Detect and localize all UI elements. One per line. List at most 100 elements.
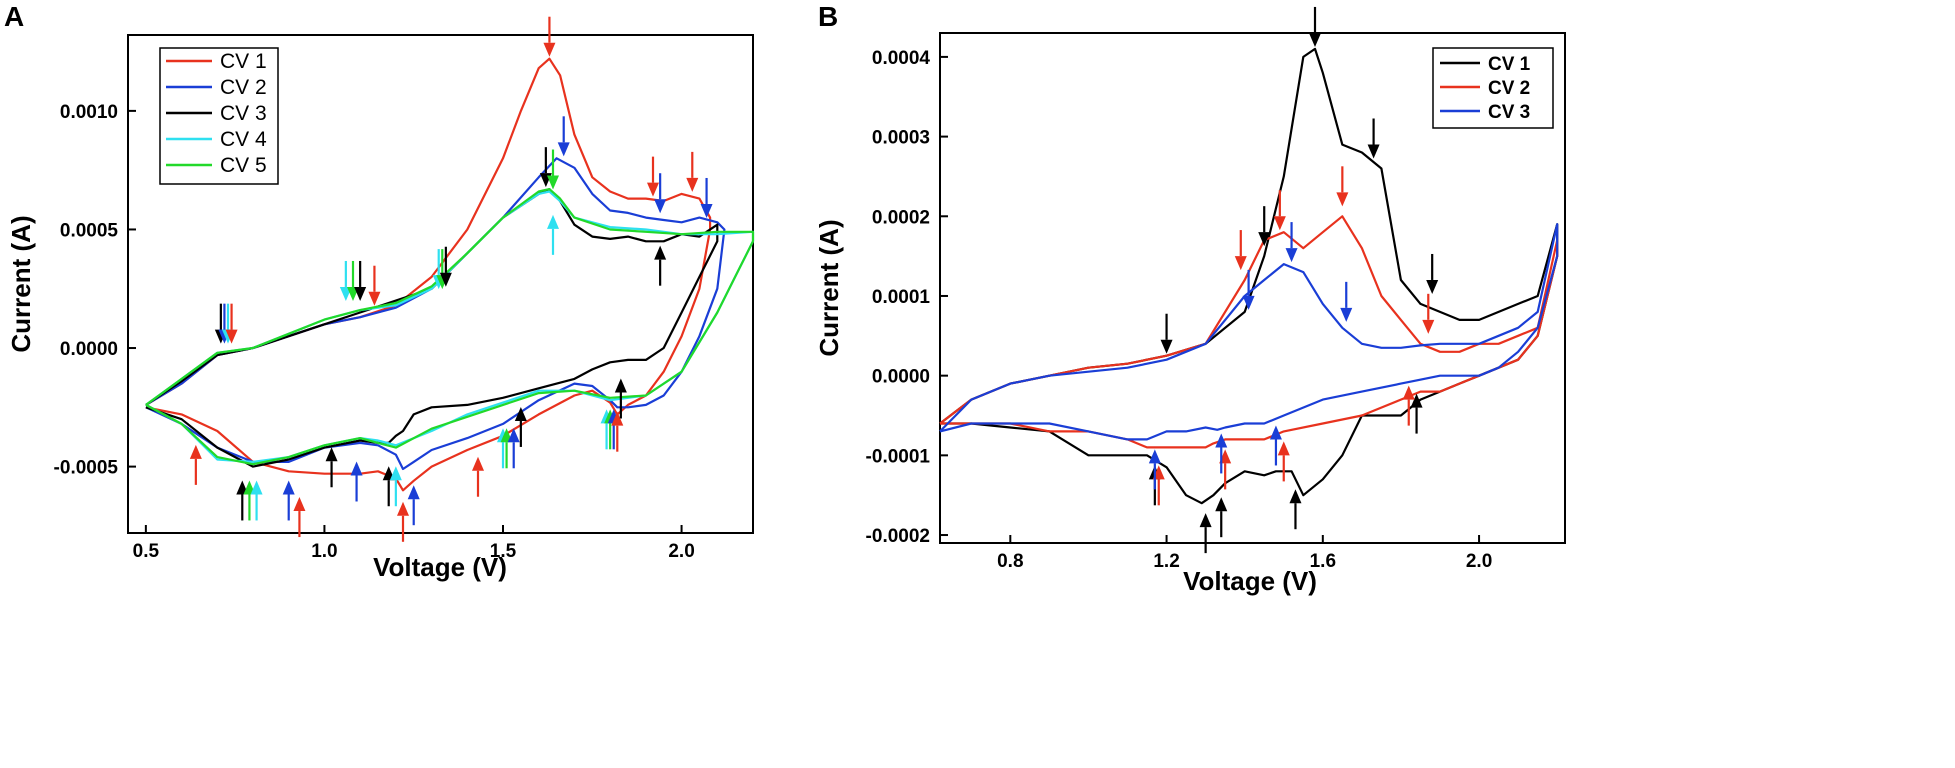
panel-a-peak-arrow <box>250 480 263 521</box>
panel-b-peak-arrow <box>1340 281 1353 322</box>
panel-b-peak-arrow <box>1148 449 1161 490</box>
panel-a-peak-arrow <box>557 116 570 157</box>
panel-a-peak-arrow <box>368 265 381 306</box>
panel-a-peak-arrow <box>647 156 659 197</box>
panel-b-y-axis-label: Current (A) <box>814 219 844 356</box>
panel-a-peak-arrow <box>347 260 359 301</box>
panel-b-peak-arrow <box>1199 513 1212 554</box>
panel-b-x-axis-label: Voltage (V) <box>1183 566 1317 596</box>
panel-a-peak-arrow <box>339 260 352 301</box>
panel-a-peak-arrow <box>543 16 556 57</box>
panel-a-label: A <box>4 1 24 32</box>
panel-b-y-tick-label: 0.0004 <box>872 48 931 69</box>
panel-a-x-tick-label: 1.5 <box>490 541 517 562</box>
panel-b-x-tick-label: 1.6 <box>1310 551 1336 572</box>
panel-a-peak-arrow <box>700 177 713 218</box>
panel-a-legend-box <box>159 47 279 185</box>
panel-b-peak-arrow <box>1285 222 1298 263</box>
panel-b-series-cv3 <box>939 223 1559 441</box>
panel-a-series-cv2 <box>145 157 726 471</box>
panel-b-peak-arrow <box>1309 6 1321 47</box>
panel-b-y-tick-label: 0.0000 <box>872 367 930 388</box>
panel-a-y-tick-label: 0.0000 <box>60 339 118 360</box>
panel-b-y-tick-label: 0.0003 <box>872 128 930 149</box>
panel-b-peak-arrow <box>1367 118 1380 159</box>
panel-b-x-tick-label: 1.2 <box>1153 551 1179 572</box>
panel-b-peak-arrow <box>1426 253 1439 294</box>
panel-b: B 0.8 1.2 1.6 2.0 -0.0002 -0.0001 0.0000 0.0001… <box>814 1 1566 596</box>
panel-b-peak-arrow <box>1258 206 1271 247</box>
panel-a-peak-arrow <box>243 480 256 521</box>
panel-b-peak-arrow <box>1269 425 1282 466</box>
legend-b-label-cv3: CV 3 <box>1488 102 1530 123</box>
panel-a-y-axis-label: Current (A) <box>6 215 36 352</box>
panel-a-peak-arrow <box>686 151 699 192</box>
legend-a-label-cv1: CV 1 <box>220 50 267 73</box>
panel-a-peak-arrow <box>293 497 306 538</box>
panel-b-curves <box>939 47 1559 505</box>
panel-b-ticks: 0.8 1.2 1.6 2.0 -0.0002 -0.0001 0.0000 0.0001 0.… <box>866 48 1493 572</box>
panel-a-peak-arrow <box>507 428 520 469</box>
panel-a-peak-arrow <box>407 485 420 526</box>
legend-a-label-cv2: CV 2 <box>220 76 267 99</box>
panel-a-peak-arrow <box>236 480 249 521</box>
panel-b-peak-arrow <box>1402 385 1415 426</box>
panel-b-label: B <box>818 1 838 32</box>
panel-a: A 0.5 1.0 1.5 2.0-0.00050.00000.00050.0010 … <box>4 1 755 582</box>
panel-a-peak-arrow <box>611 411 624 452</box>
panel-a-peak-arrow <box>472 456 484 497</box>
panel-b-peak-arrow <box>1160 313 1173 354</box>
panel-b-y-tick-label: 0.0002 <box>872 207 930 228</box>
panel-a-peak-arrow <box>225 303 238 344</box>
panel-a-y-tick-label: 0.0010 <box>60 102 118 123</box>
panel-b-peak-arrow <box>1336 166 1349 207</box>
panel-a-y-tick-label: 0.0005 <box>60 220 119 241</box>
panel-a-peak-arrow <box>654 245 667 286</box>
legend-a-label-cv3: CV 3 <box>220 102 267 125</box>
panel-a-ticks: 0.5 1.0 1.5 2.0 -0.0005 0.0000 0.0005 0.0010 <box>54 102 695 562</box>
panel-b-x-tick-label: 0.8 <box>997 551 1023 572</box>
legend-a-label-cv4: CV 4 <box>220 128 267 151</box>
panel-b-plot-frame <box>939 32 1566 544</box>
panel-a-x-tick-label: 1.0 <box>311 541 337 562</box>
panel-a-x-axis-label: Voltage (V) <box>373 552 507 582</box>
panel-a-series-cv5 <box>145 188 755 466</box>
panel-b-peak-arrow <box>1242 269 1255 310</box>
panel-a-legend: CV 1 CV 2 CV 3 CV 4 CV 5 <box>159 47 279 185</box>
panel-a-x-tick-label: 2.0 <box>668 541 694 562</box>
panel-b-y-tick-label: -0.0002 <box>866 526 930 547</box>
panel-b-peak-arrow <box>1273 190 1286 231</box>
panel-a-peak-arrow <box>397 501 409 542</box>
panel-a-arrows <box>189 16 713 542</box>
panel-a-peak-arrow <box>389 466 402 507</box>
panel-a-peak-arrow <box>654 173 667 214</box>
panel-b-y-tick-label: 0.0001 <box>872 287 931 308</box>
panel-b-arrows <box>1148 6 1439 554</box>
panel-a-x-tick-label: 0.5 <box>133 541 160 562</box>
legend-b-label-cv2: CV 2 <box>1488 78 1530 99</box>
panel-a-y-tick-label: -0.0005 <box>54 458 119 479</box>
panel-b-peak-arrow <box>1277 441 1290 482</box>
panel-a-peak-arrow <box>189 444 202 485</box>
panel-b-series-cv2 <box>939 215 1559 449</box>
panel-a-peak-arrow <box>514 406 527 447</box>
panel-b-legend: CV 1 CV 2 CV 3 <box>1432 47 1554 129</box>
legend-b-label-cv1: CV 1 <box>1488 54 1531 75</box>
panel-b-peak-arrow <box>1215 497 1228 538</box>
panel-a-peak-arrow <box>325 447 338 488</box>
panel-a-peak-arrow <box>350 461 363 502</box>
panel-b-peak-arrow <box>1410 393 1423 434</box>
panel-a-peak-arrow <box>354 260 367 301</box>
panel-a-peak-arrow <box>614 378 627 419</box>
panel-b-peak-arrow <box>1215 433 1228 474</box>
panel-b-y-tick-label: -0.0001 <box>866 446 931 467</box>
panel-a-peak-arrow <box>382 466 395 507</box>
panel-b-peak-arrow <box>1234 230 1247 271</box>
panel-a-peak-arrow <box>439 246 452 287</box>
panel-a-peak-arrow <box>547 149 559 190</box>
panel-a-peak-arrow <box>282 480 295 521</box>
panel-a-plot-frame <box>127 34 754 534</box>
panel-b-peak-arrow <box>1422 293 1435 334</box>
panel-b-peak-arrow <box>1289 489 1302 530</box>
